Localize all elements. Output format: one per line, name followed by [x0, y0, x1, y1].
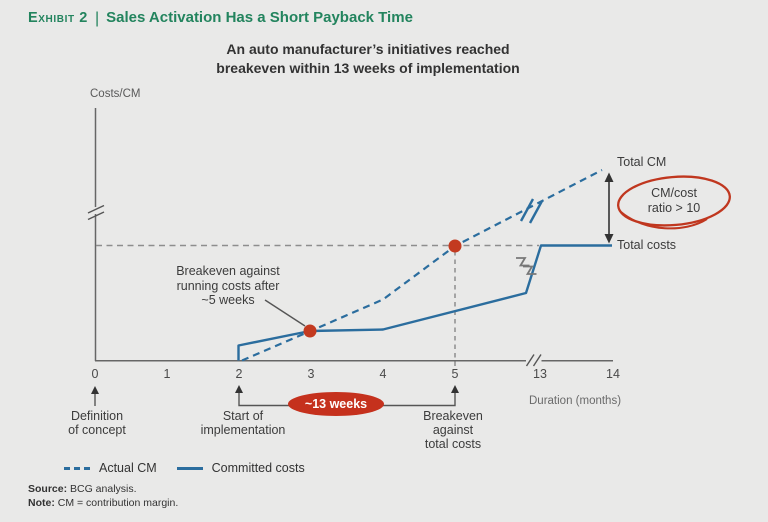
actual-cm-break-icon — [519, 198, 544, 224]
note-text: CM = contribution margin. — [54, 496, 179, 509]
definition-of-concept-label: Definition of concept — [53, 409, 141, 437]
ratio-callout-ellipse — [617, 175, 731, 230]
ratio-callout: CM/cost ratio > 10 — [618, 186, 730, 215]
start-line2: implementation — [200, 423, 286, 437]
weeks-badge-ellipse — [288, 392, 384, 416]
legend-item-actual-cm: Actual CM — [64, 461, 157, 475]
dashed-line-swatch-icon — [64, 466, 90, 470]
source-note: Source: BCG analysis. — [28, 483, 178, 497]
breakeven-total-line2: against — [432, 423, 474, 437]
y-axis-label: Costs/CM — [90, 88, 141, 100]
legend-actual-cm-label: Actual CM — [99, 461, 157, 475]
x-tick-0: 0 — [91, 367, 99, 381]
x-tick-5: 5 — [451, 367, 459, 381]
chart-subtitle-line1: An auto manufacturer’s initiatives reach… — [226, 41, 510, 57]
cm-cost-gap-arrow — [604, 172, 614, 244]
source-label: Source: — [28, 483, 68, 495]
committed-costs-break-icon — [516, 257, 537, 275]
weeks-badge-label: ~13 weeks — [304, 397, 368, 411]
breakeven-total-line1: Breakeven — [423, 409, 483, 423]
page-title: Sales Activation Has a Short Payback Tim… — [106, 9, 413, 26]
ratio-callout-line1: CM/cost — [651, 186, 697, 200]
breakeven-running-pointer-line — [264, 299, 306, 327]
committed-costs-line — [237, 244, 612, 361]
footnotes: Source: BCG analysis. Note: CM = contrib… — [28, 483, 178, 510]
header-separator: | — [94, 10, 100, 27]
breakeven-total-line3: total costs — [424, 437, 482, 451]
note-line: Note: CM = contribution margin. — [28, 497, 178, 511]
chart-subtitle: An auto manufacturer’s initiatives reach… — [168, 40, 568, 77]
definition-line2: of concept — [68, 423, 126, 437]
definition-line1: Definition — [70, 409, 124, 423]
x-axis-label: Duration (months) — [529, 395, 622, 407]
x-tick-4: 4 — [379, 367, 387, 381]
x-axis-break-icon — [525, 354, 542, 367]
note-label: Note: — [28, 496, 55, 509]
total-cm-label: Total CM — [617, 155, 667, 169]
y-axis — [87, 108, 105, 361]
legend-item-committed-costs: Committed costs — [176, 461, 305, 475]
breakeven-running-line1: Breakeven against — [176, 264, 280, 278]
y-axis-break-icon — [87, 204, 105, 221]
x-tick-1: 1 — [163, 367, 171, 381]
start-of-implementation-label: Start of implementation — [183, 409, 303, 437]
exhibit-header: Exhibit 2 | Sales Activation Has a Short… — [28, 9, 413, 27]
start-line1: Start of — [222, 409, 264, 423]
legend-committed-costs-label: Committed costs — [211, 461, 305, 475]
chart-legend: Actual CM Committed costs — [64, 461, 305, 475]
breakeven-running-dot — [303, 324, 317, 338]
chart-subtitle-line2: breakeven within 13 weeks of implementat… — [216, 59, 520, 76]
x-tick-13: 13 — [533, 367, 547, 381]
breakeven-total-label: Breakeven against total costs — [403, 409, 503, 451]
x-tick-14: 14 — [606, 367, 620, 381]
breakeven-running-annotation: Breakeven against running costs after ~5… — [152, 264, 304, 308]
breakeven-running-line3: ~5 weeks — [201, 293, 255, 307]
x-tick-3: 3 — [307, 367, 315, 381]
x-axis — [95, 354, 613, 367]
total-costs-label: Total costs — [617, 238, 677, 252]
breakeven-running-line2: running costs after — [176, 278, 280, 293]
source-text: BCG analysis. — [67, 483, 137, 495]
x-tick-2: 2 — [235, 367, 243, 381]
definition-arrow — [91, 386, 99, 406]
ratio-callout-line2: ratio > 10 — [647, 200, 701, 215]
actual-cm-line — [241, 169, 603, 362]
solid-line-swatch-icon — [176, 466, 203, 470]
breakeven-total-dot — [448, 239, 462, 253]
exhibit-number: Exhibit 2 — [28, 10, 88, 26]
